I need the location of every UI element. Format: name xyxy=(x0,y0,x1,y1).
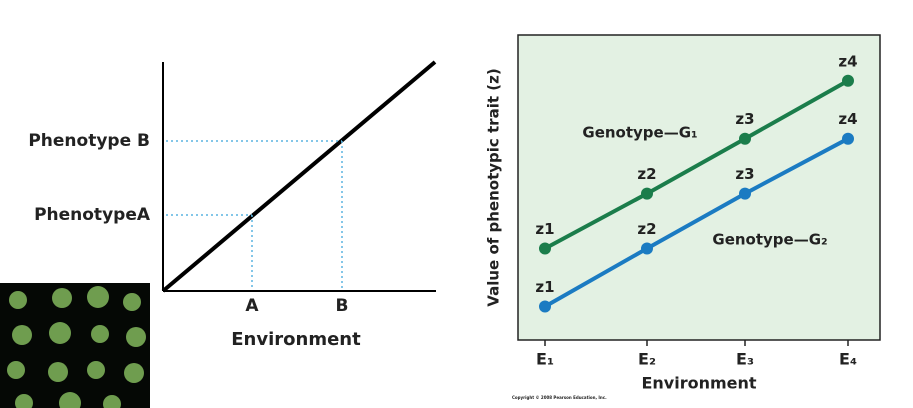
point xyxy=(739,187,751,200)
y-axis-label: Value of phenotypic trait (z) xyxy=(485,68,503,306)
x-tick-label: B xyxy=(336,296,349,316)
point xyxy=(539,300,551,313)
point xyxy=(739,132,751,145)
left-diagram: Phenotype B PhenotypeA A B Environment xyxy=(28,60,437,350)
y-label: Phenotype B xyxy=(28,131,150,151)
x-tick-label: A xyxy=(245,296,259,316)
point-label: z2 xyxy=(637,220,656,238)
plant-photo xyxy=(0,283,150,408)
point xyxy=(539,242,551,255)
point xyxy=(641,242,653,255)
x-tick-label: E₃ xyxy=(736,350,754,369)
guide-lines xyxy=(166,140,343,290)
x-tick-label: E₁ xyxy=(536,350,554,369)
series-line xyxy=(544,136,849,309)
point-label: z1 xyxy=(535,278,554,296)
point xyxy=(842,74,854,87)
point-label: z4 xyxy=(838,110,857,128)
point xyxy=(641,187,653,200)
plot-area xyxy=(517,34,881,341)
series-label: Genotype—G₂ xyxy=(712,231,827,249)
point-label: z1 xyxy=(535,220,554,238)
point-label: z3 xyxy=(735,110,754,128)
point-label: z3 xyxy=(735,165,754,183)
reaction-line xyxy=(161,60,437,293)
point xyxy=(842,132,854,145)
x-tick-label: E₄ xyxy=(839,350,857,369)
point-label: z2 xyxy=(637,165,656,183)
point-label: z4 xyxy=(838,52,857,70)
x-tick-label: E₂ xyxy=(638,350,656,369)
x-axis-label: Environment xyxy=(641,374,756,393)
series-line xyxy=(544,79,849,251)
series-label: Genotype—G₁ xyxy=(582,124,697,142)
right-chart: E₁ E₂ E₃ E₄ Environment Value of phenotypic t… xyxy=(485,34,881,400)
footnote: Copyright © 2008 Pearson Education, Inc. xyxy=(512,395,607,400)
x-axis-label: Environment xyxy=(231,329,361,350)
y-label: PhenotypeA xyxy=(34,205,151,225)
